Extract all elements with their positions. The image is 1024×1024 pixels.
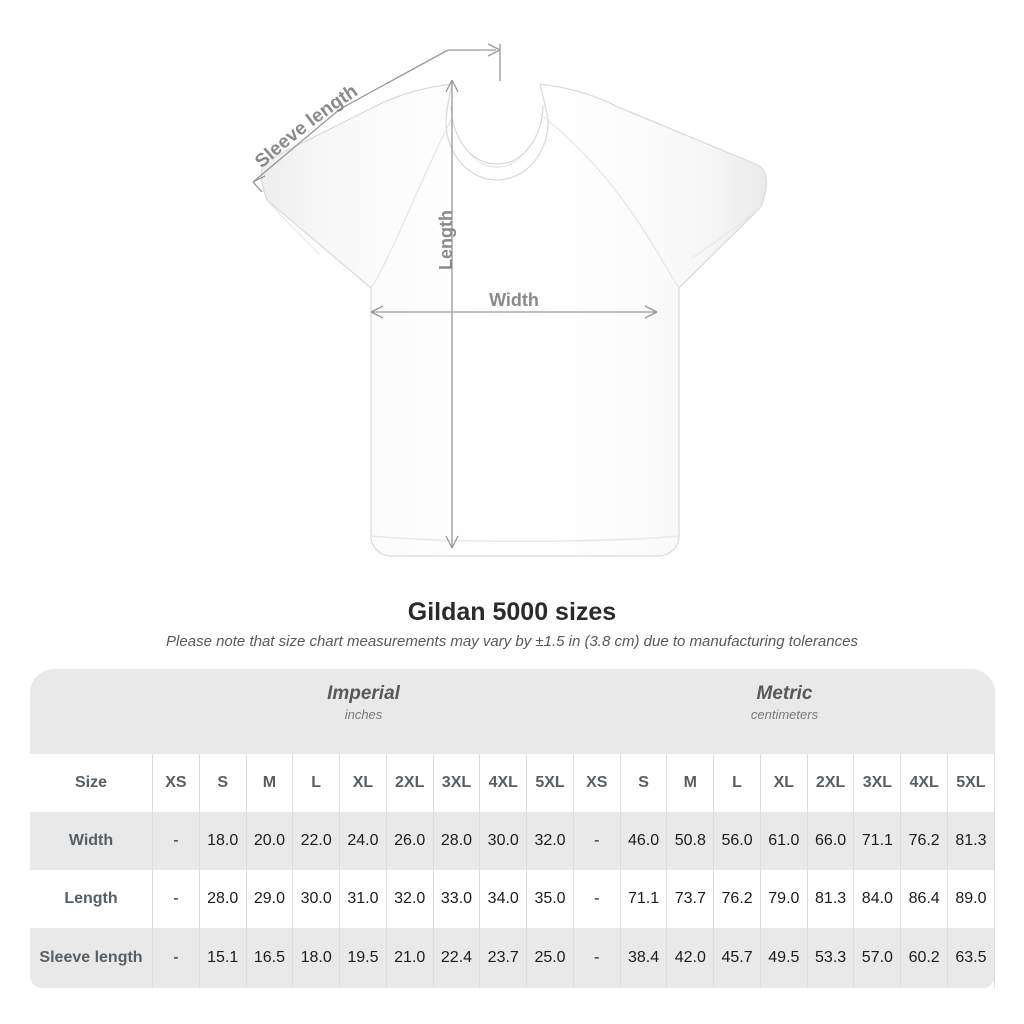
- svg-text:Width: Width: [489, 290, 539, 310]
- svg-text:Length: Length: [436, 210, 456, 270]
